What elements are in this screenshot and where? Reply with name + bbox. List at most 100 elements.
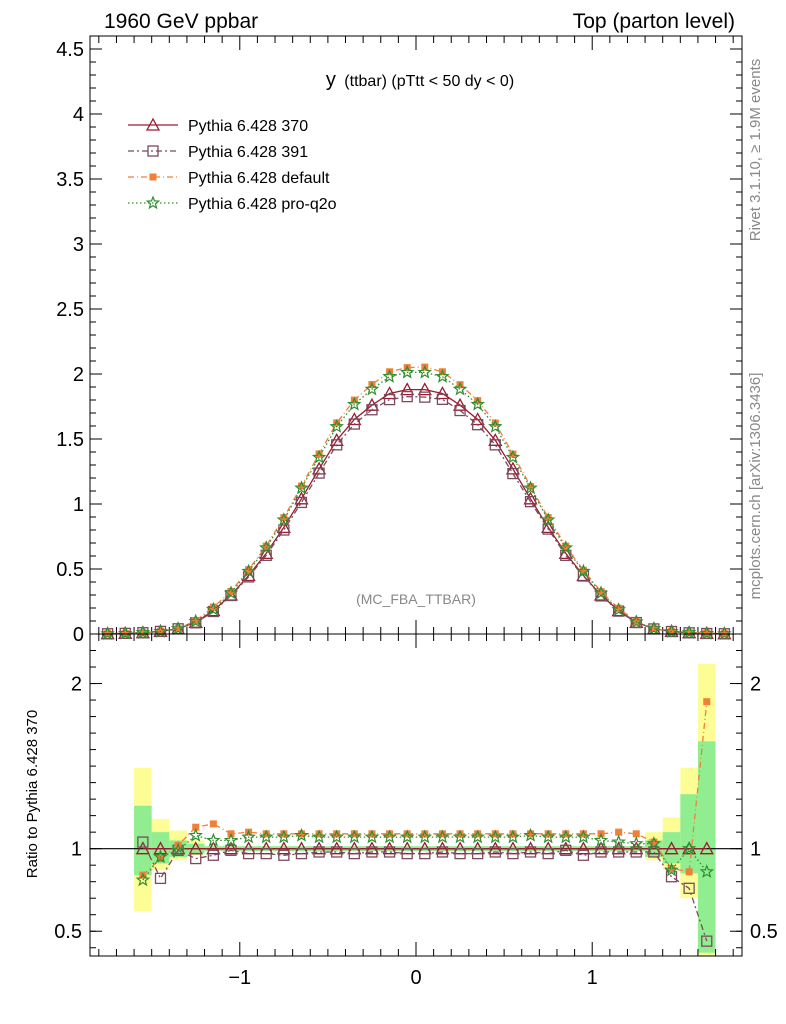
ratio-ytick-label-right: 0.5 [750,921,778,943]
ratio-point-2 [438,830,446,838]
ratio-point-1 [278,849,290,861]
series-point-2 [527,482,535,490]
ratio-point-3 [135,872,151,887]
main-panel: 0 0.5 1 1.5 2 2.5 3 3.5 4 4.5 [56,35,743,646]
ratio-point-1 [436,846,449,858]
series-point-2 [615,604,623,612]
main-ytick-label: 1.5 [56,429,84,451]
main-ytick-label: 0.5 [56,559,84,581]
series-point-3 [329,418,344,433]
legend-marker-1 [147,145,159,157]
series-point-2 [579,566,587,574]
ratio-point-1 [454,847,466,860]
ratio-ytick-label-right: 1 [750,839,761,861]
series-point-2 [685,629,693,637]
ratio-point-2 [527,830,535,838]
series-point-2 [209,603,217,611]
series-point-3 [258,540,274,555]
series-point-2 [174,625,182,633]
ratio-point-3 [206,832,221,847]
series-point-2 [139,629,147,637]
series-point-3 [170,621,186,636]
series-point-3 [523,480,538,495]
legend-marker-3 [145,195,161,210]
series-point-3 [611,602,626,616]
ratio-point-3 [329,829,344,844]
ratio-point-3 [311,829,327,844]
series-point-0 [382,386,397,400]
ratio-panel: −1 0 1 0.5 0.5 1 1 2 2 [54,633,778,989]
series-point-0 [435,386,450,400]
series-point-3 [505,449,521,464]
ratio-point-2 [509,830,517,838]
series-point-2 [227,587,235,595]
header-left: 1960 GeV ppbar [104,10,258,33]
series-point-3 [223,585,239,600]
ratio-ylabel: Ratio to Pythia 6.428 370 [24,710,41,878]
ratio-point-1 [472,847,484,860]
ratio-point-2 [297,830,305,838]
ratio-point-1 [683,882,695,894]
legend-label-3: Pythia 6.428 pro-q2o [188,196,337,213]
ratio-point-1 [313,846,325,858]
plot-title-main: y [326,69,336,91]
ratio-point-2 [544,830,552,838]
series-point-3 [100,626,115,640]
ratio-point-0 [364,841,380,855]
ratio-point-0 [435,841,450,855]
ratio-point-3 [470,829,485,844]
series-point-2 [491,419,499,427]
xtick-label: 1 [587,967,598,989]
series-point-1 [295,496,308,509]
ratio-point-3 [417,829,433,844]
xtick-label: −1 [228,967,251,989]
ratio-point-1 [595,846,607,858]
ratio-point-1 [701,935,713,947]
ratio-point-0 [206,841,221,855]
ratio-ytick-label: 0.5 [54,921,82,943]
series-point-3 [558,540,574,555]
ratio-point-1 [348,847,360,860]
ratio-point-2 [650,838,658,846]
ratio-point-2 [315,830,323,838]
series-point-0 [417,382,432,396]
series-point-3 [452,381,468,396]
ratio-point-3 [699,864,715,878]
ratio-point-3 [382,829,397,844]
series-point-3 [135,625,151,639]
series-point-3 [629,614,644,629]
ratio-point-0 [593,841,609,855]
series-point-1 [524,496,537,508]
ratio-point-2 [280,830,288,838]
rivet-label: Rivet 3.1.10, ≥ 1.9M events [747,59,764,242]
ratio-point-0 [223,841,239,855]
series-line-3 [107,371,725,635]
series-point-3 [276,512,292,527]
ratio-point-2 [491,830,499,838]
plot-title-sub: (ttbar) (pTtt < 50 dy < 0) [344,73,514,90]
ratio-point-0 [153,841,168,855]
ratio-frame [89,633,743,957]
ratio-point-2 [192,823,200,831]
legend-label-2: Pythia 6.428 default [188,170,330,187]
ratio-point-3 [540,829,556,844]
ratio-point-2 [474,830,482,838]
ratio-point-2 [368,830,376,838]
ratio-point-0 [382,841,397,855]
series-point-3 [382,368,397,383]
ratio-point-1 [560,844,572,856]
ratio-point-0 [135,841,150,855]
ratio-point-2 [615,828,623,836]
ratio-point-1 [383,846,396,858]
band-green [134,805,152,876]
ratio-point-1 [366,846,378,858]
series-point-3 [364,381,380,396]
series-point-2 [650,625,658,633]
ratio-line-1 [142,841,708,942]
main-ytick-label: 2 [73,364,84,386]
ratio-point-3 [435,829,450,844]
series-point-0 [400,382,415,396]
series-point-2 [262,542,270,550]
series-point-0 [276,520,291,534]
